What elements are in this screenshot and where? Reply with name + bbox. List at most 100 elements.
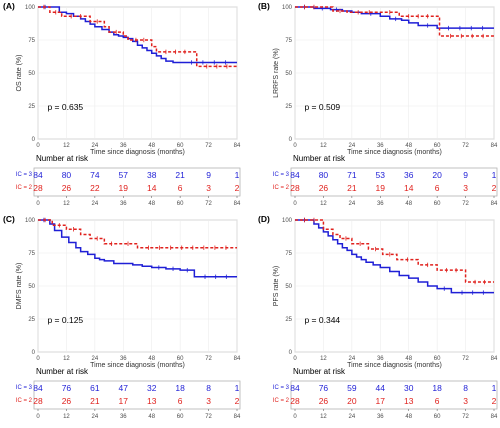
risk-count: 84	[33, 383, 43, 393]
risk-time-label: 12	[320, 201, 327, 207]
x-tick-label: 12	[320, 143, 327, 149]
risk-count: 19	[376, 183, 386, 193]
risk-count: 9	[206, 170, 211, 180]
risk-time-label: 12	[320, 414, 327, 420]
y-tick-label: 50	[28, 284, 35, 290]
risk-time-label: 12	[63, 414, 70, 420]
risk-count: 57	[119, 170, 129, 180]
x-tick-label: 84	[491, 356, 498, 362]
risk-count: 30	[404, 383, 414, 393]
risk-count: 3	[463, 183, 468, 193]
risk-count: 1	[235, 170, 240, 180]
risk-count: 71	[347, 170, 357, 180]
risk-count: 38	[147, 170, 157, 180]
risk-count: 84	[290, 383, 300, 393]
x-tick-label: 48	[148, 356, 155, 362]
risk-count: 6	[435, 396, 440, 406]
risk-count: 1	[235, 383, 240, 393]
y-tick-label: 50	[285, 284, 292, 290]
risk-time-label: 84	[491, 414, 498, 420]
risk-count: 26	[62, 183, 72, 193]
y-tick-label: 0	[32, 350, 36, 356]
risk-time-label: 60	[434, 414, 441, 420]
risk-count: 80	[62, 170, 72, 180]
x-tick-label: 72	[462, 143, 469, 149]
x-tick-label: 60	[434, 143, 441, 149]
y-tick-label: 100	[25, 5, 36, 11]
y-axis-title: OS rate (%)	[16, 55, 23, 92]
risk-count: 3	[463, 396, 468, 406]
risk-count: 36	[404, 170, 414, 180]
risk-row-label: IC = 2	[273, 398, 290, 404]
y-tick-label: 25	[28, 104, 35, 110]
risk-count: 18	[175, 383, 185, 393]
x-tick-label: 60	[177, 143, 184, 149]
y-tick-label: 0	[289, 350, 293, 356]
risk-count: 20	[432, 170, 442, 180]
y-tick-label: 25	[285, 104, 292, 110]
x-tick-label: 84	[234, 356, 241, 362]
risk-count: 21	[175, 170, 185, 180]
risk-time-label: 24	[92, 201, 99, 207]
risk-row-label: IC = 3	[273, 385, 290, 391]
risk-count: 3	[206, 396, 211, 406]
risk-time-label: 12	[63, 201, 70, 207]
risk-count: 76	[62, 383, 72, 393]
risk-time-label: 60	[434, 201, 441, 207]
y-tick-label: 0	[289, 137, 293, 143]
risk-count: 1	[492, 170, 497, 180]
y-tick-label: 25	[28, 317, 35, 323]
y-tick-label: 100	[25, 218, 36, 224]
risk-time-label: 84	[491, 201, 498, 207]
risk-count: 47	[119, 383, 129, 393]
risk-count: 76	[319, 383, 329, 393]
risk-time-label: 72	[462, 414, 469, 420]
risk-table-title: Number at risk	[293, 154, 346, 163]
risk-row-label: IC = 2	[16, 185, 33, 191]
y-tick-label: 0	[32, 137, 36, 143]
risk-count: 26	[319, 183, 329, 193]
risk-table-title: Number at risk	[36, 367, 89, 376]
risk-count: 17	[119, 396, 129, 406]
risk-count: 74	[90, 170, 100, 180]
risk-time-label: 48	[405, 414, 412, 420]
y-tick-label: 25	[285, 317, 292, 323]
y-tick-label: 100	[282, 218, 293, 224]
x-tick-label: 60	[177, 356, 184, 362]
risk-count: 2	[235, 183, 240, 193]
risk-count: 28	[290, 396, 300, 406]
risk-time-label: 48	[148, 414, 155, 420]
x-tick-label: 72	[205, 143, 212, 149]
risk-time-label: 24	[349, 201, 356, 207]
x-tick-label: 84	[491, 143, 498, 149]
risk-count: 21	[90, 396, 100, 406]
risk-table-title: Number at risk	[36, 154, 89, 163]
p-value-label: p = 0.635	[47, 102, 83, 112]
y-tick-label: 75	[285, 251, 292, 257]
km-curve-ic2	[38, 6, 237, 68]
risk-count: 6	[178, 396, 183, 406]
risk-count: 21	[347, 183, 357, 193]
x-tick-label: 48	[405, 143, 412, 149]
risk-count: 59	[347, 383, 357, 393]
risk-count: 3	[206, 183, 211, 193]
km-curve-ic2	[295, 6, 494, 37]
x-tick-label: 0	[36, 143, 40, 149]
risk-count: 20	[347, 396, 357, 406]
p-value-label: p = 0.125	[47, 315, 83, 325]
risk-count: 17	[376, 396, 386, 406]
risk-time-label: 48	[405, 201, 412, 207]
x-tick-label: 48	[148, 143, 155, 149]
risk-time-label: 84	[234, 201, 241, 207]
risk-count: 84	[290, 170, 300, 180]
risk-count: 6	[435, 183, 440, 193]
km-curve-ic3	[295, 6, 494, 29]
risk-time-label: 60	[177, 201, 184, 207]
y-tick-label: 75	[28, 251, 35, 257]
y-tick-label: 75	[285, 38, 292, 44]
panel-letter: (D)	[258, 214, 270, 224]
